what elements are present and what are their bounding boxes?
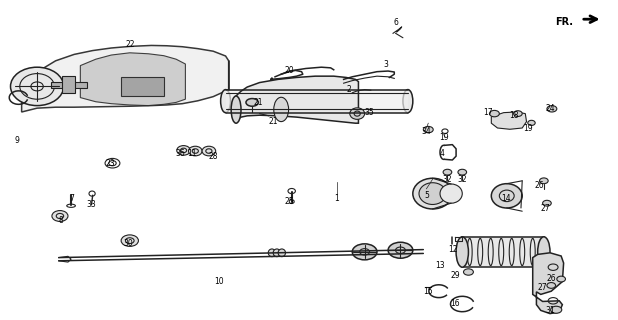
Polygon shape <box>462 237 544 267</box>
Polygon shape <box>121 77 164 96</box>
Text: 19: 19 <box>523 124 533 132</box>
Ellipse shape <box>557 276 565 282</box>
Polygon shape <box>80 53 185 106</box>
Text: 26: 26 <box>534 181 544 190</box>
Text: 9: 9 <box>14 136 19 145</box>
Text: 17: 17 <box>483 108 493 116</box>
Ellipse shape <box>443 169 452 175</box>
Text: 34: 34 <box>421 127 431 136</box>
Ellipse shape <box>388 242 413 258</box>
Text: 35: 35 <box>365 108 375 116</box>
Polygon shape <box>22 45 229 112</box>
Ellipse shape <box>403 90 413 113</box>
Ellipse shape <box>547 106 557 112</box>
Text: 8: 8 <box>58 216 63 225</box>
Polygon shape <box>226 90 408 113</box>
Ellipse shape <box>202 146 216 156</box>
Ellipse shape <box>52 211 68 221</box>
Text: 11: 11 <box>187 149 197 158</box>
Ellipse shape <box>540 178 548 184</box>
Text: 20: 20 <box>284 66 294 75</box>
Ellipse shape <box>538 237 550 267</box>
Ellipse shape <box>456 237 468 267</box>
Text: 3: 3 <box>384 60 389 68</box>
Ellipse shape <box>352 244 377 260</box>
Ellipse shape <box>246 99 258 106</box>
Text: 21: 21 <box>268 117 278 126</box>
Ellipse shape <box>273 249 281 257</box>
Text: 7: 7 <box>69 194 74 203</box>
Ellipse shape <box>231 96 241 123</box>
Ellipse shape <box>514 111 522 116</box>
Ellipse shape <box>440 184 462 203</box>
Ellipse shape <box>528 120 535 125</box>
Text: FR.: FR. <box>555 17 573 27</box>
Text: 27: 27 <box>540 204 550 212</box>
Ellipse shape <box>543 200 551 206</box>
Ellipse shape <box>274 97 289 122</box>
Ellipse shape <box>419 183 446 204</box>
Ellipse shape <box>413 178 452 209</box>
Ellipse shape <box>278 249 286 257</box>
Text: 21: 21 <box>253 98 263 107</box>
Text: 32: 32 <box>457 175 467 184</box>
Text: 5: 5 <box>424 191 429 200</box>
Text: 28: 28 <box>208 152 218 161</box>
Polygon shape <box>236 76 358 123</box>
Text: 29: 29 <box>450 271 460 280</box>
Text: 24: 24 <box>545 104 555 113</box>
Text: 1: 1 <box>334 194 339 203</box>
Text: 18: 18 <box>509 111 519 120</box>
Ellipse shape <box>221 90 231 113</box>
Ellipse shape <box>547 283 556 288</box>
Text: 16: 16 <box>451 300 460 308</box>
Text: 36: 36 <box>176 149 185 158</box>
Ellipse shape <box>551 306 562 313</box>
Ellipse shape <box>11 67 64 106</box>
Text: 2: 2 <box>347 85 352 94</box>
Text: 33: 33 <box>87 200 96 209</box>
Text: 23: 23 <box>105 159 115 168</box>
Polygon shape <box>62 76 75 93</box>
Text: 32: 32 <box>442 175 452 184</box>
Text: 22: 22 <box>125 40 135 49</box>
Text: 19: 19 <box>439 133 449 142</box>
Text: 13: 13 <box>435 261 445 270</box>
Polygon shape <box>533 253 564 314</box>
Text: 12: 12 <box>448 245 458 254</box>
Text: 30: 30 <box>124 239 133 248</box>
Text: 27: 27 <box>537 284 547 292</box>
Text: 4: 4 <box>439 149 444 158</box>
Polygon shape <box>51 82 87 88</box>
Text: 31: 31 <box>545 306 555 315</box>
Ellipse shape <box>177 146 190 155</box>
Text: 15: 15 <box>423 287 433 296</box>
Text: 26: 26 <box>546 274 556 283</box>
Ellipse shape <box>491 184 522 208</box>
Ellipse shape <box>188 146 202 156</box>
Ellipse shape <box>464 269 473 275</box>
Text: 6: 6 <box>393 18 398 27</box>
Ellipse shape <box>458 169 467 175</box>
Text: 14: 14 <box>501 194 510 203</box>
Text: 25: 25 <box>284 197 294 206</box>
Text: 10: 10 <box>214 277 224 286</box>
Ellipse shape <box>350 108 365 119</box>
Ellipse shape <box>423 126 433 133</box>
Ellipse shape <box>121 235 138 246</box>
Ellipse shape <box>489 110 499 117</box>
Ellipse shape <box>268 249 276 257</box>
Polygon shape <box>491 112 527 129</box>
